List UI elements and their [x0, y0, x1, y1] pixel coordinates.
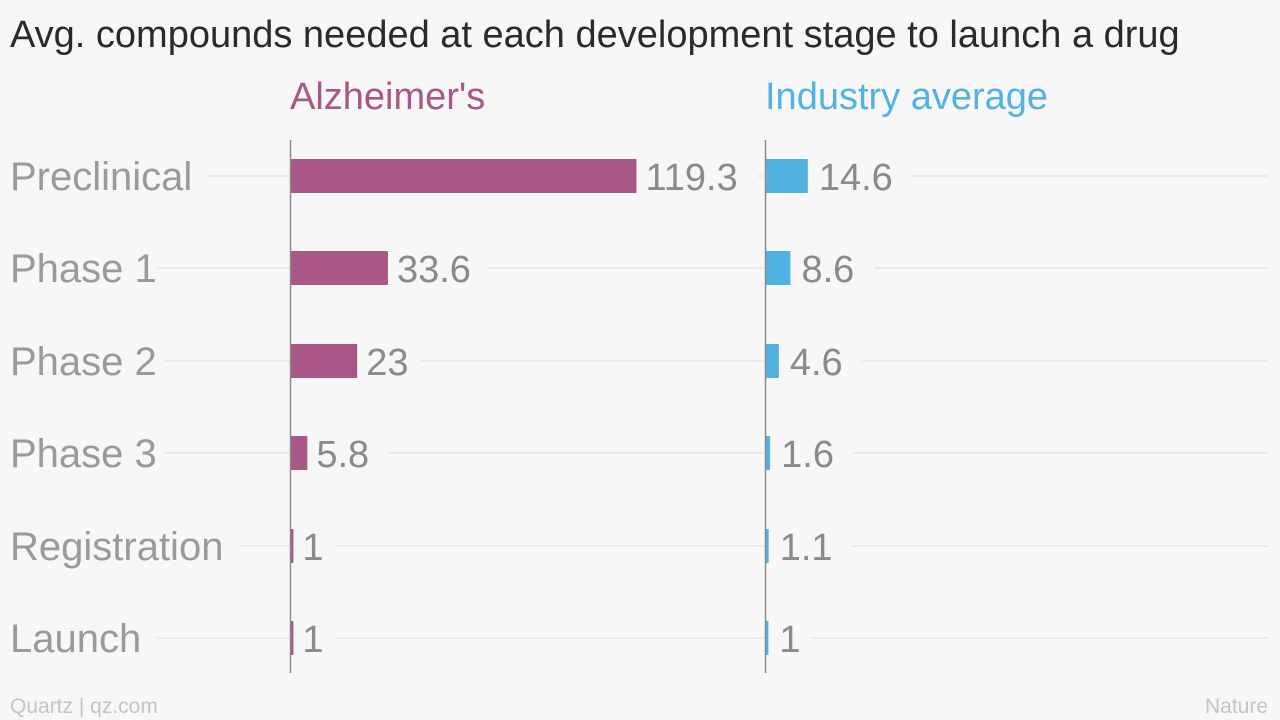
bar-industry-average-preclinical — [765, 159, 808, 193]
value-label-alzheimer-s-registration: 1 — [302, 527, 323, 569]
footer-source-right: Nature — [1205, 695, 1268, 718]
value-label-alzheimer-s-phase-2: 23 — [366, 342, 408, 384]
value-label-industry-average-preclinical: 14.6 — [819, 157, 893, 199]
category-label-preclinical: Preclinical — [10, 155, 192, 199]
category-label-registration: Registration — [10, 525, 223, 569]
bar-industry-average-phase-3 — [765, 436, 771, 470]
bar-industry-average-launch — [765, 621, 769, 655]
value-label-alzheimer-s-phase-3: 5.8 — [316, 434, 369, 476]
value-label-industry-average-phase-3: 1.6 — [781, 434, 834, 476]
category-labels: Preclinical Phase 1 Phase 2 Phase 3 Registra… — [10, 155, 223, 661]
gridlines — [157, 175, 1268, 639]
bar-industry-average-phase-2 — [765, 344, 779, 378]
value-label-industry-average-phase-1: 8.6 — [801, 249, 854, 291]
bar-industry-average-registration — [765, 529, 769, 563]
value-label-alzheimer-s-launch: 1 — [302, 619, 323, 661]
chart-title: Avg. compounds needed at each developmen… — [10, 14, 1180, 56]
value-label-industry-average-launch: 1 — [779, 619, 800, 661]
panel-label-industry-average: Industry average — [765, 76, 1048, 118]
bars — [290, 159, 808, 655]
value-label-industry-average-phase-2: 4.6 — [790, 342, 843, 384]
category-label-phase-2: Phase 2 — [10, 340, 157, 384]
bar-alzheimer-s-phase-1 — [290, 251, 388, 285]
value-label-industry-average-registration: 1.1 — [780, 527, 833, 569]
bar-alzheimer-s-preclinical — [290, 159, 637, 193]
bar-alzheimer-s-launch — [290, 621, 294, 655]
category-label-launch: Launch — [10, 617, 141, 661]
value-label-alzheimer-s-phase-1: 33.6 — [397, 249, 471, 291]
category-label-phase-3: Phase 3 — [10, 432, 157, 476]
bar-alzheimer-s-phase-3 — [290, 436, 308, 470]
value-label-alzheimer-s-preclinical: 119.3 — [645, 157, 737, 199]
bar-industry-average-phase-1 — [765, 251, 791, 285]
footer-source-left: Quartz | qz.com — [10, 695, 158, 718]
bar-alzheimer-s-phase-2 — [290, 344, 358, 378]
bar-alzheimer-s-registration — [290, 529, 294, 563]
value-labels: 119.3 14.6 33.6 8.6 23 4.6 5.8 1.6 1 1.1 1 1 — [302, 157, 892, 661]
panel-label-alzheimers: Alzheimer's — [290, 76, 485, 118]
category-label-phase-1: Phase 1 — [10, 247, 157, 291]
